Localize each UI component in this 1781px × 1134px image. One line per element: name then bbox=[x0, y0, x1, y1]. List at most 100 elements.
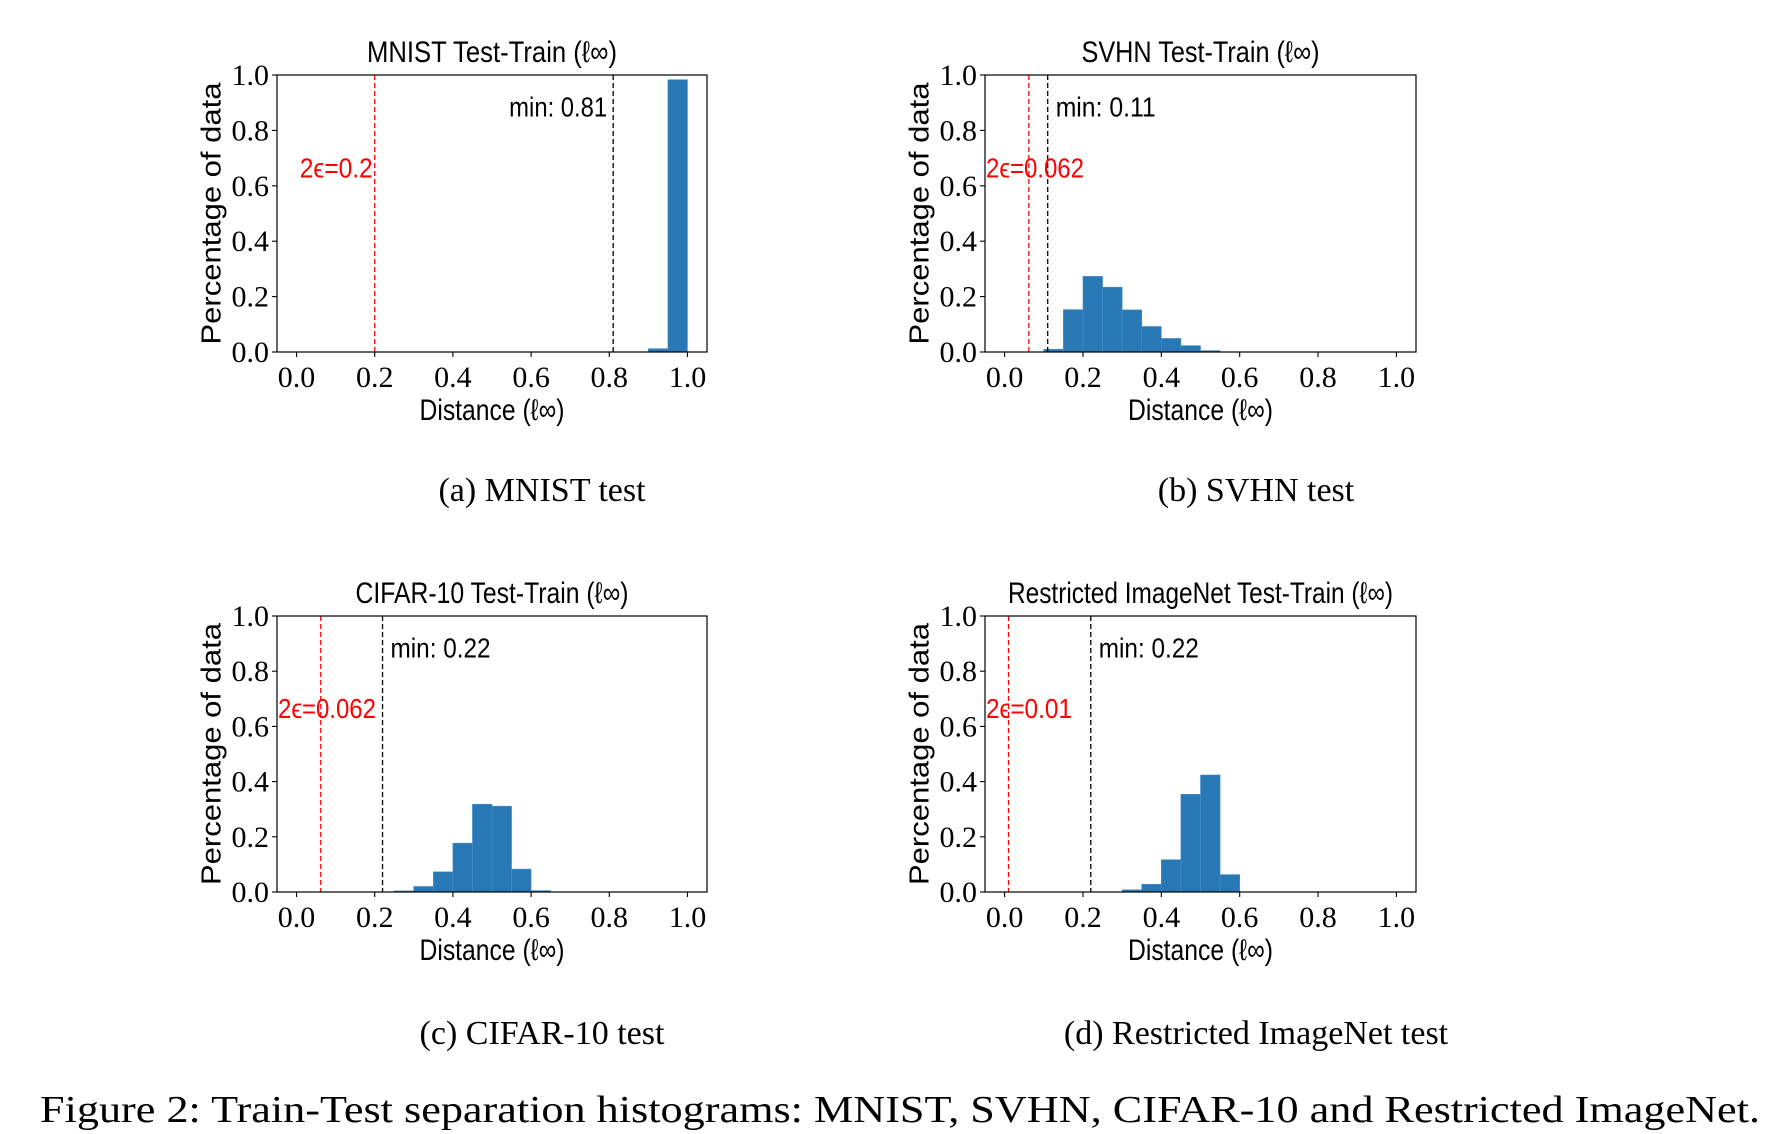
epsilon-label: 2ϵ=0.2 bbox=[300, 152, 373, 183]
chart-panel-c: 0.0 0.2 0.4 0.6 0.8 1.0 0.0 0.2 0.4 0.6 0.8 1.0 CIFA… bbox=[196, 577, 708, 1052]
histogram-bar bbox=[472, 803, 493, 893]
histogram-bar bbox=[1180, 345, 1201, 353]
chart-panel-b: 0.0 0.2 0.4 0.6 0.8 1.0 0.0 0.2 0.4 0.6 0.8 1.0 SVHN… bbox=[904, 36, 1417, 509]
y-tick-label: 0.2 bbox=[940, 821, 978, 854]
y-tick-label: 0.8 bbox=[940, 655, 978, 688]
y-tick-label: 1.0 bbox=[940, 59, 978, 92]
chart-title: MNIST Test-Train (ℓ∞) bbox=[367, 36, 617, 69]
histogram-bar bbox=[1161, 859, 1182, 893]
histogram-bar bbox=[1121, 309, 1143, 353]
x-tick-label: 0.6 bbox=[512, 361, 550, 394]
x-tick-label: 0.0 bbox=[278, 901, 316, 934]
axes-frame bbox=[984, 615, 1417, 893]
subfigure-caption: (a) MNIST test bbox=[438, 472, 646, 509]
x-tick-label: 1.0 bbox=[1378, 361, 1416, 394]
y-tick-label: 0.2 bbox=[232, 821, 270, 854]
x-tick-label: 0.0 bbox=[986, 361, 1024, 394]
y-tick-label: 0.4 bbox=[232, 225, 270, 258]
y-tick-label: 0.6 bbox=[940, 170, 978, 203]
x-tick-label: 0.0 bbox=[278, 361, 316, 394]
x-tick-label: 0.2 bbox=[356, 901, 394, 934]
y-tick-label: 0.0 bbox=[940, 876, 978, 909]
y-tick-label: 0.0 bbox=[940, 336, 978, 369]
x-tick-label: 0.2 bbox=[1064, 361, 1102, 394]
x-axis-label: Distance (ℓ∞) bbox=[1128, 394, 1273, 427]
y-tick-label: 1.0 bbox=[940, 600, 978, 633]
chart-panel-a: 0.0 0.2 0.4 0.6 0.8 1.0 0.0 0.2 0.4 0.6 0.8 1.0 MNIS… bbox=[196, 36, 708, 509]
x-tick-label: 0.2 bbox=[1064, 901, 1102, 934]
histogram-bar bbox=[1063, 309, 1084, 353]
y-tick-label: 0.8 bbox=[940, 114, 978, 147]
histogram-bar bbox=[1200, 774, 1221, 893]
chart-title: SVHN Test-Train (ℓ∞) bbox=[1082, 36, 1320, 69]
chart-title: Restricted ImageNet Test-Train (ℓ∞) bbox=[1008, 577, 1393, 610]
x-tick-label: 0.6 bbox=[1221, 361, 1259, 394]
x-tick-label: 0.8 bbox=[591, 361, 629, 394]
y-tick-label: 0.0 bbox=[232, 336, 270, 369]
subfigure-caption: (c) CIFAR-10 test bbox=[420, 1015, 665, 1052]
y-tick-label: 0.6 bbox=[940, 710, 978, 743]
histogram-bar bbox=[413, 886, 434, 893]
x-tick-label: 0.6 bbox=[1221, 901, 1259, 934]
epsilon-label: 2ϵ=0.062 bbox=[278, 693, 376, 724]
x-tick-label: 0.0 bbox=[986, 901, 1024, 934]
subfigure-caption: (b) SVHN test bbox=[1158, 472, 1355, 509]
chart-panel-d: 0.0 0.2 0.4 0.6 0.8 1.0 0.0 0.2 0.4 0.6 0.8 1.0 Rest… bbox=[904, 577, 1449, 1052]
histogram-bar bbox=[1219, 874, 1240, 893]
min-label: min: 0.81 bbox=[509, 92, 607, 123]
x-tick-label: 0.8 bbox=[591, 901, 629, 934]
histogram-bar bbox=[1102, 286, 1123, 353]
axes-frame bbox=[984, 74, 1417, 353]
histogram-bar bbox=[491, 805, 512, 893]
subfigure-caption: (d) Restricted ImageNet test bbox=[1064, 1015, 1449, 1052]
x-axis-label: Distance (ℓ∞) bbox=[1128, 934, 1273, 967]
histogram-bar bbox=[1141, 883, 1162, 893]
y-tick-label: 0.6 bbox=[232, 710, 270, 743]
y-tick-label: 1.0 bbox=[232, 59, 270, 92]
y-tick-label: 0.2 bbox=[232, 281, 270, 314]
x-axis-label: Distance (ℓ∞) bbox=[420, 394, 565, 427]
x-tick-label: 1.0 bbox=[669, 361, 707, 394]
y-tick-label: 0.6 bbox=[232, 170, 270, 203]
histogram-bar bbox=[667, 79, 688, 353]
y-tick-label: 0.8 bbox=[232, 655, 270, 688]
histogram-bar bbox=[1082, 276, 1103, 353]
min-label: min: 0.22 bbox=[391, 632, 491, 663]
histogram-bar bbox=[1180, 793, 1201, 893]
x-tick-label: 0.6 bbox=[512, 901, 550, 934]
axes-frame bbox=[276, 615, 708, 893]
y-axis-label: Percentage of data bbox=[904, 623, 935, 885]
min-label: min: 0.22 bbox=[1099, 632, 1199, 663]
x-tick-label: 0.8 bbox=[1299, 901, 1337, 934]
histogram-bar bbox=[1161, 338, 1182, 353]
x-tick-label: 0.2 bbox=[356, 361, 394, 394]
min-label: min: 0.11 bbox=[1056, 92, 1156, 123]
epsilon-label: 2ϵ=0.062 bbox=[986, 152, 1084, 183]
y-tick-label: 0.2 bbox=[940, 281, 978, 314]
x-tick-label: 1.0 bbox=[669, 901, 707, 934]
y-tick-label: 0.4 bbox=[940, 766, 978, 799]
x-tick-label: 0.4 bbox=[1143, 901, 1181, 934]
x-tick-label: 0.4 bbox=[434, 901, 472, 934]
axes-frame bbox=[276, 74, 708, 353]
y-tick-label: 0.4 bbox=[940, 225, 978, 258]
epsilon-label: 2ϵ=0.01 bbox=[986, 693, 1072, 724]
x-tick-label: 0.4 bbox=[1143, 361, 1181, 394]
y-axis-label: Percentage of data bbox=[904, 82, 935, 344]
figure-caption: Figure 2: Train-Test separation histogra… bbox=[40, 1089, 1760, 1131]
x-tick-label: 0.4 bbox=[434, 361, 472, 394]
y-tick-label: 0.4 bbox=[232, 766, 270, 799]
chart-title: CIFAR-10 Test-Train (ℓ∞) bbox=[356, 577, 629, 610]
histogram-bar bbox=[452, 842, 473, 893]
histogram-bar bbox=[433, 871, 454, 893]
y-axis-label: Percentage of data bbox=[196, 623, 227, 885]
y-tick-label: 0.8 bbox=[232, 114, 270, 147]
y-tick-label: 1.0 bbox=[232, 600, 270, 633]
histogram-bar bbox=[511, 868, 532, 893]
y-axis-label: Percentage of data bbox=[196, 82, 227, 344]
x-tick-label: 1.0 bbox=[1378, 901, 1416, 934]
histogram-bar bbox=[1141, 326, 1162, 353]
x-tick-label: 0.8 bbox=[1299, 361, 1337, 394]
x-axis-label: Distance (ℓ∞) bbox=[420, 934, 565, 967]
